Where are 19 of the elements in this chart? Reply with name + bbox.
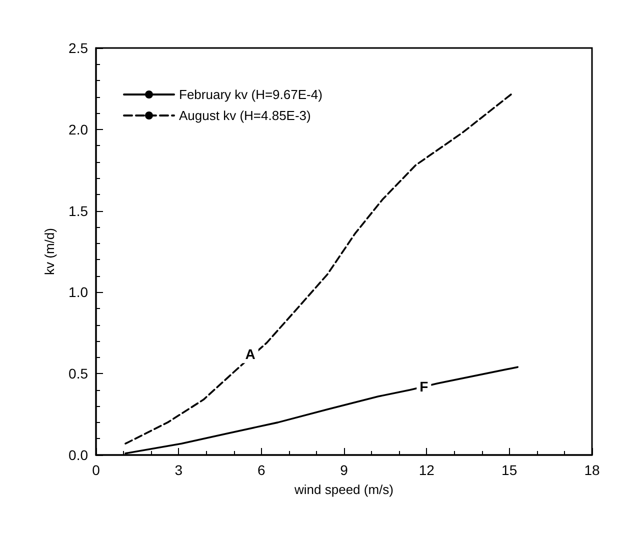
- annotation: F: [420, 378, 429, 395]
- x-tick-label: 0: [92, 462, 100, 478]
- legend-label: August kv (H=4.85E-3): [179, 108, 311, 123]
- y-tick-label: 2.5: [68, 40, 88, 56]
- y-tick-label: 0.0: [68, 447, 88, 463]
- x-tick-label: 6: [257, 462, 266, 478]
- y-axis-title: kv (m/d): [42, 228, 57, 275]
- annotation: A: [245, 346, 256, 362]
- y-tick-label: 1.0: [68, 284, 88, 300]
- x-tick-label: 9: [340, 462, 348, 478]
- x-tick-label: 12: [418, 462, 435, 478]
- y-tick-label: 0.5: [68, 366, 88, 382]
- x-axis-title: wind speed (m/s): [294, 482, 394, 497]
- legend-label: February kv (H=9.67E-4): [179, 87, 322, 102]
- y-tick-label: 1.5: [68, 202, 88, 219]
- x-tick-label: 18: [584, 462, 600, 478]
- x-tick-label: 15: [502, 462, 518, 478]
- y-tick-label: 2.0: [68, 121, 88, 138]
- x-tick-label: 3: [174, 462, 183, 478]
